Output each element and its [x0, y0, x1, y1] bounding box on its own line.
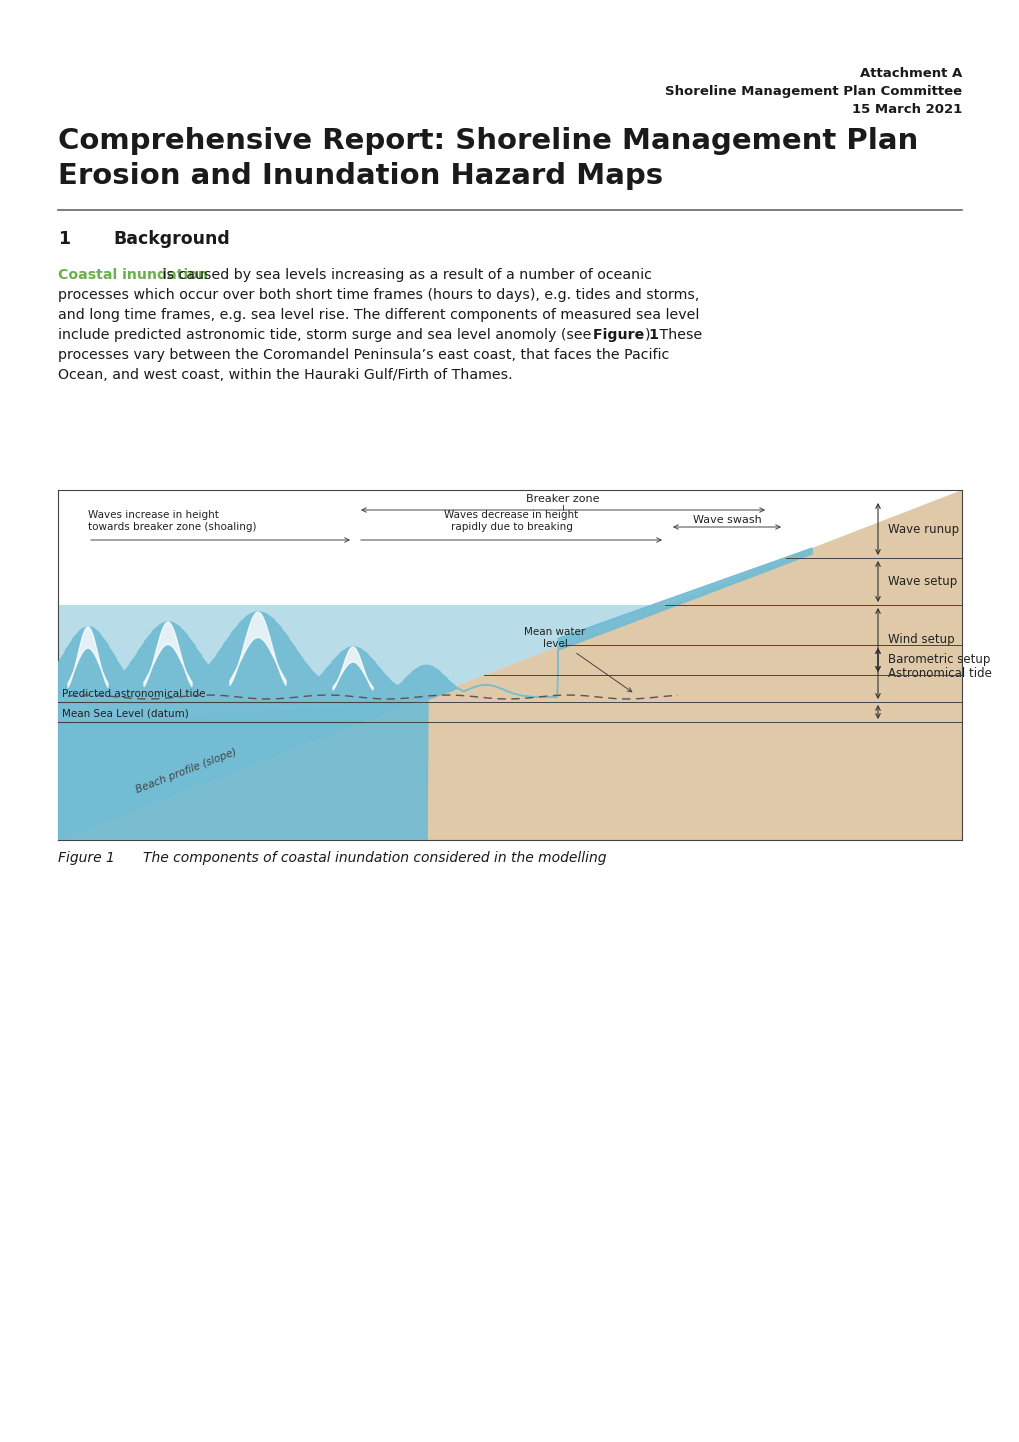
Text: ). These: ). These — [644, 327, 701, 342]
Polygon shape — [58, 490, 961, 841]
Text: Comprehensive Report: Shoreline Management Plan: Comprehensive Report: Shoreline Manageme… — [58, 127, 917, 154]
Text: processes which occur over both short time frames (hours to days), e.g. tides an: processes which occur over both short ti… — [58, 288, 699, 301]
Polygon shape — [58, 606, 664, 841]
Polygon shape — [58, 702, 414, 722]
Text: Ocean, and west coast, within the Hauraki Gulf/Firth of Thames.: Ocean, and west coast, within the Haurak… — [58, 368, 513, 382]
Text: include predicted astronomic tide, storm surge and sea level anomoly (see: include predicted astronomic tide, storm… — [58, 327, 595, 342]
Text: Coastal inundation: Coastal inundation — [58, 268, 208, 283]
Text: is caused by sea levels increasing as a result of a number of oceanic: is caused by sea levels increasing as a … — [158, 268, 651, 283]
Polygon shape — [229, 613, 285, 685]
Text: Mean Sea Level (datum): Mean Sea Level (datum) — [62, 709, 189, 720]
Text: The components of coastal inundation considered in the modelling: The components of coastal inundation con… — [143, 851, 606, 865]
Text: and long time frames, e.g. sea level rise. The different components of measured : and long time frames, e.g. sea level ris… — [58, 309, 699, 322]
Text: Erosion and Inundation Hazard Maps: Erosion and Inundation Hazard Maps — [58, 162, 662, 190]
Text: Wind setup: Wind setup — [888, 633, 954, 646]
Polygon shape — [144, 622, 192, 686]
Text: Figure 1: Figure 1 — [592, 327, 658, 342]
Text: Breaker zone: Breaker zone — [526, 495, 599, 505]
Text: Mean water
level: Mean water level — [524, 627, 631, 692]
Text: Beach profile (slope): Beach profile (slope) — [135, 747, 237, 795]
Text: processes vary between the Coromandel Peninsula’s east coast, that faces the Pac: processes vary between the Coromandel Pe… — [58, 348, 668, 362]
Text: Waves increase in height
towards breaker zone (shoaling): Waves increase in height towards breaker… — [88, 510, 256, 532]
Text: 1: 1 — [58, 231, 70, 248]
Text: 15 March 2021: 15 March 2021 — [851, 102, 961, 115]
Polygon shape — [58, 548, 811, 841]
Text: Wave runup: Wave runup — [888, 522, 958, 535]
Polygon shape — [68, 627, 108, 688]
Text: Wave swash: Wave swash — [692, 515, 760, 525]
Text: Astronomical tide: Astronomical tide — [888, 668, 990, 681]
Text: Barometric setup: Barometric setup — [888, 653, 989, 666]
Polygon shape — [332, 647, 373, 691]
Text: Figure 1: Figure 1 — [58, 851, 115, 865]
Text: Attachment A: Attachment A — [859, 66, 961, 79]
Text: Predicted astronomical tide: Predicted astronomical tide — [62, 689, 205, 699]
Polygon shape — [58, 722, 363, 841]
Text: Shoreline Management Plan Committee: Shoreline Management Plan Committee — [664, 85, 961, 98]
Text: Wave setup: Wave setup — [888, 575, 956, 588]
Text: Waves decrease in height
rapidly due to breaking: Waves decrease in height rapidly due to … — [444, 510, 578, 532]
Text: Background: Background — [113, 231, 229, 248]
